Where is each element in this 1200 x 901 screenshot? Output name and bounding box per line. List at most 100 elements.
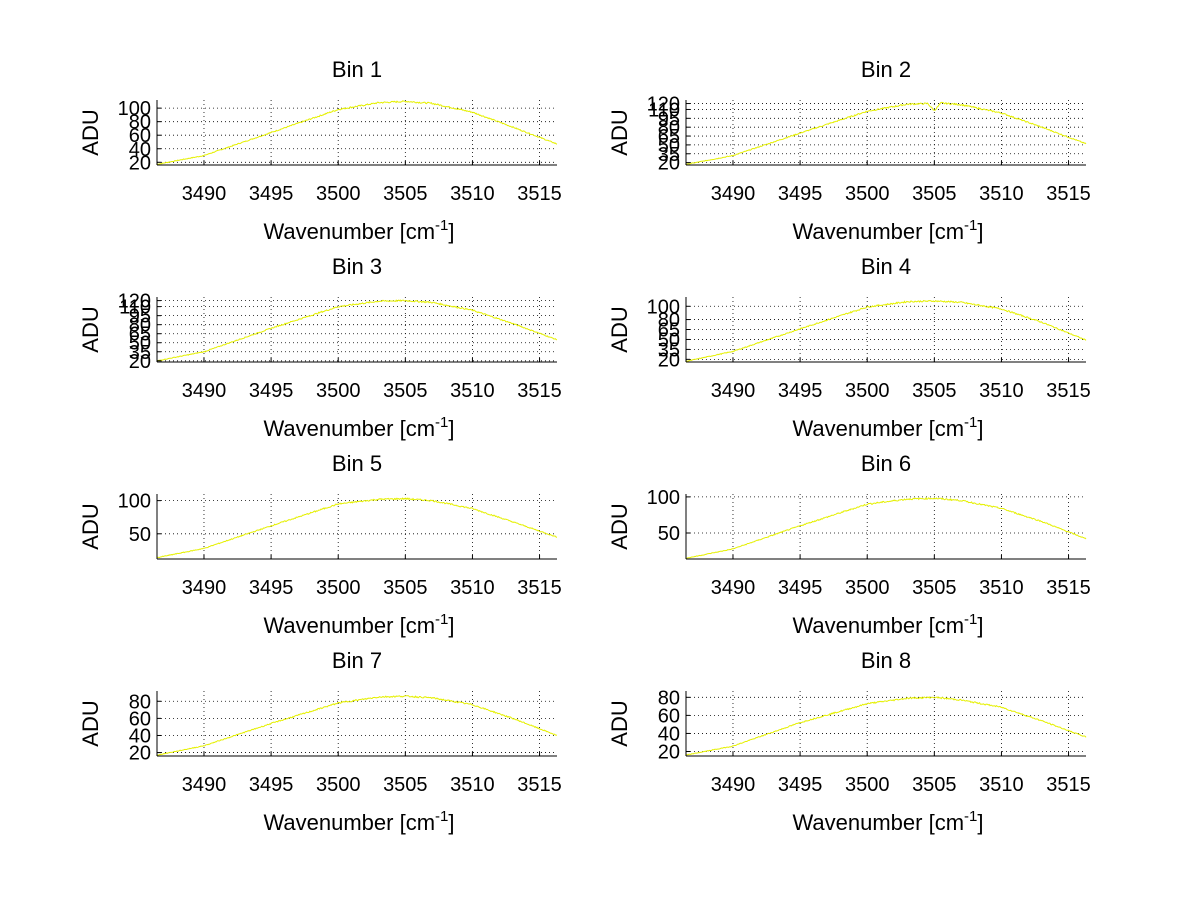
subplot-title: Bin 6 <box>861 451 911 476</box>
x-tick-label: 3510 <box>450 380 495 402</box>
x-tick-label: 3495 <box>778 577 823 599</box>
y-tick-label: 40 <box>658 723 680 745</box>
y-axis-label: ADU <box>607 109 632 155</box>
x-tick-label: 3505 <box>912 380 957 402</box>
y-tick-label: 80 <box>658 310 680 332</box>
y-axis-label: ADU <box>78 700 103 746</box>
x-axis-label: Wavenumber [cm-1] <box>792 217 983 244</box>
x-tick-label: 3500 <box>316 577 361 599</box>
y-tick-label: 20 <box>129 152 151 174</box>
x-tick-label: 3490 <box>711 380 756 402</box>
y-tick-label: 60 <box>129 708 151 730</box>
x-tick-label: 3515 <box>517 774 562 796</box>
x-tick-label: 3500 <box>845 774 890 796</box>
series-line <box>685 101 1087 166</box>
y-tick-label: 100 <box>647 487 680 509</box>
subplot-title: Bin 5 <box>332 451 382 476</box>
x-tick-label: 3515 <box>1046 577 1091 599</box>
y-tick-label: 50 <box>658 135 680 157</box>
x-tick-label: 3490 <box>711 774 756 796</box>
x-tick-label: 3510 <box>450 577 495 599</box>
x-tick-label: 3495 <box>249 774 294 796</box>
subplot-title: Bin 2 <box>861 57 911 82</box>
x-tick-label: 3495 <box>778 380 823 402</box>
x-axis-label: Wavenumber [cm-1] <box>263 217 454 244</box>
series-line <box>156 695 558 756</box>
y-tick-label: 50 <box>658 523 680 545</box>
subplot-title: Bin 7 <box>332 648 382 673</box>
y-tick-label: 80 <box>129 112 151 134</box>
x-axis-label: Wavenumber [cm-1] <box>263 611 454 638</box>
y-axis-label: ADU <box>607 503 632 549</box>
y-tick-label: 50 <box>129 524 151 546</box>
subplot-title: Bin 4 <box>861 254 911 279</box>
y-tick-label: 65 <box>658 126 680 148</box>
x-tick-label: 3500 <box>316 380 361 402</box>
y-tick-label: 35 <box>129 342 151 364</box>
subplot-title: Bin 1 <box>332 57 382 82</box>
series-line <box>156 100 558 165</box>
x-tick-label: 3490 <box>182 774 227 796</box>
y-tick-label: 100 <box>118 98 151 120</box>
series-line <box>685 496 1087 560</box>
y-tick-label: 100 <box>647 296 680 318</box>
y-tick-label: 20 <box>658 741 680 763</box>
series-line <box>685 696 1087 756</box>
x-axis-label: Wavenumber [cm-1] <box>792 414 983 441</box>
x-tick-label: 3505 <box>383 774 428 796</box>
y-tick-label: 80 <box>658 117 680 139</box>
y-tick-label: 50 <box>129 333 151 355</box>
x-tick-label: 3490 <box>711 183 756 205</box>
x-tick-label: 3510 <box>979 380 1024 402</box>
x-axis-label: Wavenumber [cm-1] <box>263 808 454 835</box>
y-tick-label: 95 <box>129 306 151 328</box>
y-tick-label: 120 <box>647 94 680 116</box>
x-tick-label: 3505 <box>912 577 957 599</box>
subplot-2: 3490 3495 3500 3505 3510 3515 2035506580951101… <box>607 57 1091 244</box>
x-tick-label: 3515 <box>1046 183 1091 205</box>
y-tick-label: 60 <box>658 705 680 727</box>
x-tick-label: 3505 <box>912 774 957 796</box>
y-tick-label: 60 <box>129 125 151 147</box>
subplot-title: Bin 8 <box>861 648 911 673</box>
x-tick-label: 3510 <box>979 774 1024 796</box>
y-axis-label: ADU <box>78 306 103 352</box>
series-line <box>156 299 558 362</box>
x-tick-label: 3495 <box>249 380 294 402</box>
series-line <box>685 299 1087 362</box>
x-tick-label: 3510 <box>979 577 1024 599</box>
y-tick-label: 80 <box>129 315 151 337</box>
x-tick-label: 3500 <box>316 183 361 205</box>
x-tick-label: 3505 <box>383 577 428 599</box>
subplot-3: 3490 3495 3500 3505 3510 3515 2035506580951101… <box>78 254 562 441</box>
y-axis-label: ADU <box>78 503 103 549</box>
x-tick-label: 3505 <box>383 183 428 205</box>
y-tick-label: 100 <box>118 491 151 513</box>
subplot-6: 3490 3495 3500 3505 3510 3515 50 100 Bin 6 ADU Wav… <box>607 451 1091 638</box>
subplot-title: Bin 3 <box>332 254 382 279</box>
x-tick-label: 3515 <box>1046 380 1091 402</box>
y-tick-label: 65 <box>129 324 151 346</box>
y-tick-label: 50 <box>658 329 680 351</box>
x-tick-label: 3500 <box>845 577 890 599</box>
x-tick-label: 3490 <box>711 577 756 599</box>
y-tick-label: 95 <box>658 108 680 130</box>
x-axis-label: Wavenumber [cm-1] <box>792 611 983 638</box>
y-tick-label: 20 <box>129 743 151 765</box>
y-tick-label: 110 <box>648 99 680 121</box>
x-tick-label: 3505 <box>383 380 428 402</box>
y-axis-label: ADU <box>607 700 632 746</box>
y-tick-label: 80 <box>129 691 151 713</box>
subplot-5: 3490 3495 3500 3505 3510 3515 50 100 Bin 5 ADU Wav… <box>78 451 562 638</box>
y-tick-label: 20 <box>658 153 680 175</box>
x-tick-label: 3495 <box>778 183 823 205</box>
x-tick-label: 3500 <box>845 183 890 205</box>
y-axis-label: ADU <box>607 306 632 352</box>
x-tick-label: 3495 <box>249 577 294 599</box>
x-tick-label: 3490 <box>182 577 227 599</box>
y-tick-label: 20 <box>129 351 151 373</box>
